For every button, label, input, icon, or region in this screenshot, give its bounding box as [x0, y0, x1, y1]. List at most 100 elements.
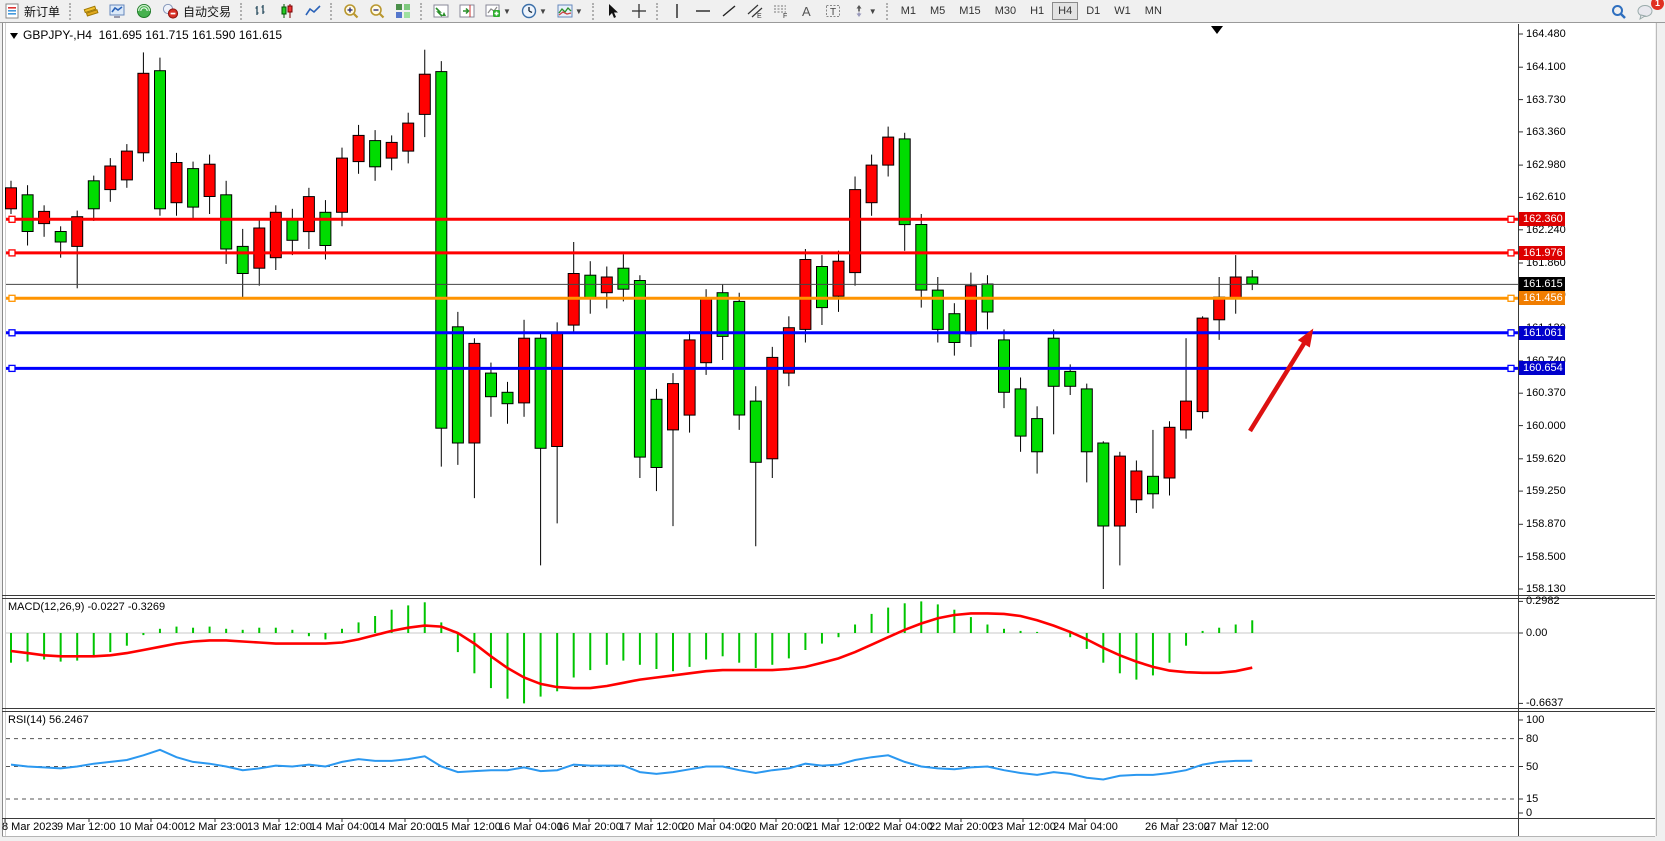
toolbar-separator	[885, 2, 890, 20]
vline-button[interactable]	[665, 0, 689, 22]
indicators-button[interactable]: ▼	[481, 0, 515, 22]
trendline-button[interactable]	[717, 0, 741, 22]
date-axis-label: 16 Mar 20:00	[557, 821, 622, 833]
price-tag-162.360: 162.360	[1519, 212, 1565, 226]
hline-object-162.36[interactable]	[6, 215, 1518, 223]
chevron-down-icon[interactable]: ▼	[538, 6, 547, 16]
rsi-bottom-border	[2, 818, 1655, 819]
toolbar-separator	[240, 2, 244, 20]
zoom-out-icon	[369, 3, 385, 19]
crosshair-icon	[631, 3, 647, 19]
date-axis-label: 23 Mar 12:00	[991, 821, 1056, 833]
channel-button[interactable]: E	[743, 0, 767, 22]
search-button[interactable]	[1607, 1, 1631, 23]
chat-button[interactable]: 1	[1633, 0, 1664, 23]
price-tag-161.456: 161.456	[1519, 291, 1565, 305]
symbol-title-line: GBPJPY-,H4 161.695 161.715 161.590 161.6…	[10, 28, 282, 42]
line-handle	[1507, 249, 1515, 257]
svg-text:E: E	[757, 13, 762, 19]
template-icon	[557, 3, 573, 19]
line-handle	[1507, 329, 1515, 337]
text-a-icon: A	[799, 3, 815, 19]
timeframe-m1-button[interactable]: M1	[900, 5, 916, 17]
candle-chart-button[interactable]	[275, 0, 299, 22]
svg-text:A: A	[802, 4, 811, 19]
hline-object-161.061[interactable]	[6, 329, 1518, 337]
macd-axis-label: 0.2982	[1526, 595, 1560, 607]
price-tick-label: 164.100	[1526, 61, 1566, 73]
macd-rsi-separator2	[2, 711, 1655, 712]
chart-shift-icon	[459, 3, 475, 19]
rsi-label: RSI(14)	[8, 714, 46, 726]
globe-button[interactable]	[132, 0, 156, 22]
macd-rsi-separator[interactable]	[2, 708, 1655, 709]
zoom-in-button[interactable]	[339, 0, 363, 22]
arrows-button[interactable]: ▼	[847, 0, 881, 22]
hline-object-161.976[interactable]	[6, 249, 1518, 257]
fibonacci-button[interactable]: F	[769, 0, 793, 22]
clock-icon	[521, 3, 537, 19]
new-order-icon	[5, 3, 20, 19]
svg-text:T: T	[830, 7, 836, 18]
fibonacci-icon: F	[773, 3, 789, 19]
main-macd-separator[interactable]	[2, 595, 1655, 596]
svg-text:F: F	[783, 13, 787, 19]
line-handle	[8, 364, 16, 373]
trend-arrow-annotation[interactable]	[1248, 328, 1314, 433]
line-chart-button[interactable]	[301, 0, 325, 22]
templates-button[interactable]: ▼	[553, 0, 587, 22]
macd-axis-label: -0.6637	[1526, 697, 1564, 709]
text-button[interactable]: A	[795, 0, 819, 22]
chart-shift-marker[interactable]	[1211, 26, 1223, 34]
timeframe-h1-button[interactable]: H1	[1030, 5, 1045, 17]
timeframe-w1-button[interactable]: W1	[1114, 5, 1131, 17]
indicators-icon	[485, 3, 501, 19]
tile-windows-icon	[395, 3, 411, 19]
symbol-title: GBPJPY-,H4	[23, 28, 92, 42]
timeframe-mn-button[interactable]: MN	[1144, 5, 1162, 17]
autotrading-button[interactable]: 自动交易	[158, 0, 235, 22]
price-tick-label: 160.370	[1526, 387, 1566, 399]
chart-shift-button[interactable]	[455, 0, 479, 22]
chevron-down-icon[interactable]: ▼	[574, 6, 583, 16]
notification-badge: 1	[1651, 0, 1664, 10]
date-axis-label: 14 Mar 04:00	[310, 821, 375, 833]
gold-bars-button[interactable]	[78, 0, 103, 22]
auto-scroll-button[interactable]	[429, 0, 453, 22]
toolbar-separator	[330, 2, 334, 20]
price-tick-label: 162.980	[1526, 159, 1566, 171]
hline-button[interactable]	[691, 0, 715, 22]
date-axis-label: 22 Mar 04:00	[868, 821, 933, 833]
crosshair-button[interactable]	[627, 0, 651, 22]
price-tick-label: 158.500	[1526, 551, 1566, 563]
periods-button[interactable]: ▼	[517, 0, 551, 22]
bar-chart-button[interactable]	[249, 0, 273, 22]
macd-current-values: -0.0227 -0.3269	[87, 601, 166, 613]
cursor-button[interactable]	[601, 0, 625, 22]
hline-icon	[695, 3, 711, 19]
tile-windows-button[interactable]	[391, 0, 415, 22]
date-axis-label: 26 Mar 23:00	[1145, 821, 1210, 833]
timeframe-m5-button[interactable]: M5	[930, 5, 946, 17]
symbol-dropdown-icon[interactable]	[10, 32, 18, 39]
date-axis-label: 22 Mar 20:00	[929, 821, 994, 833]
hline-object-161.456[interactable]	[6, 294, 1518, 302]
hline-object-160.654[interactable]	[6, 364, 1518, 373]
channel-icon: E	[747, 3, 763, 19]
chevron-down-icon[interactable]: ▼	[868, 6, 877, 16]
zoom-out-button[interactable]	[365, 0, 389, 22]
globe-icon	[136, 3, 152, 19]
monitor-button[interactable]	[105, 0, 130, 22]
chevron-down-icon[interactable]: ▼	[503, 6, 511, 16]
price-tick-label: 161.860	[1526, 257, 1566, 269]
price-tick-label: 159.250	[1526, 485, 1566, 497]
timeframe-m30-button[interactable]: M30	[994, 5, 1017, 17]
timeframe-d1-button[interactable]: D1	[1086, 5, 1101, 17]
text-label-button[interactable]: T	[821, 0, 845, 22]
window-left-border-inner	[5, 23, 6, 836]
new-order-button[interactable]: 新订单	[1, 0, 64, 22]
date-axis-label: 8 Mar 2023	[2, 821, 58, 833]
timeframe-m15-button[interactable]: M15	[959, 5, 981, 17]
timeframe-h4-button[interactable]: H4	[1052, 2, 1079, 20]
line-chart-icon	[305, 3, 321, 19]
